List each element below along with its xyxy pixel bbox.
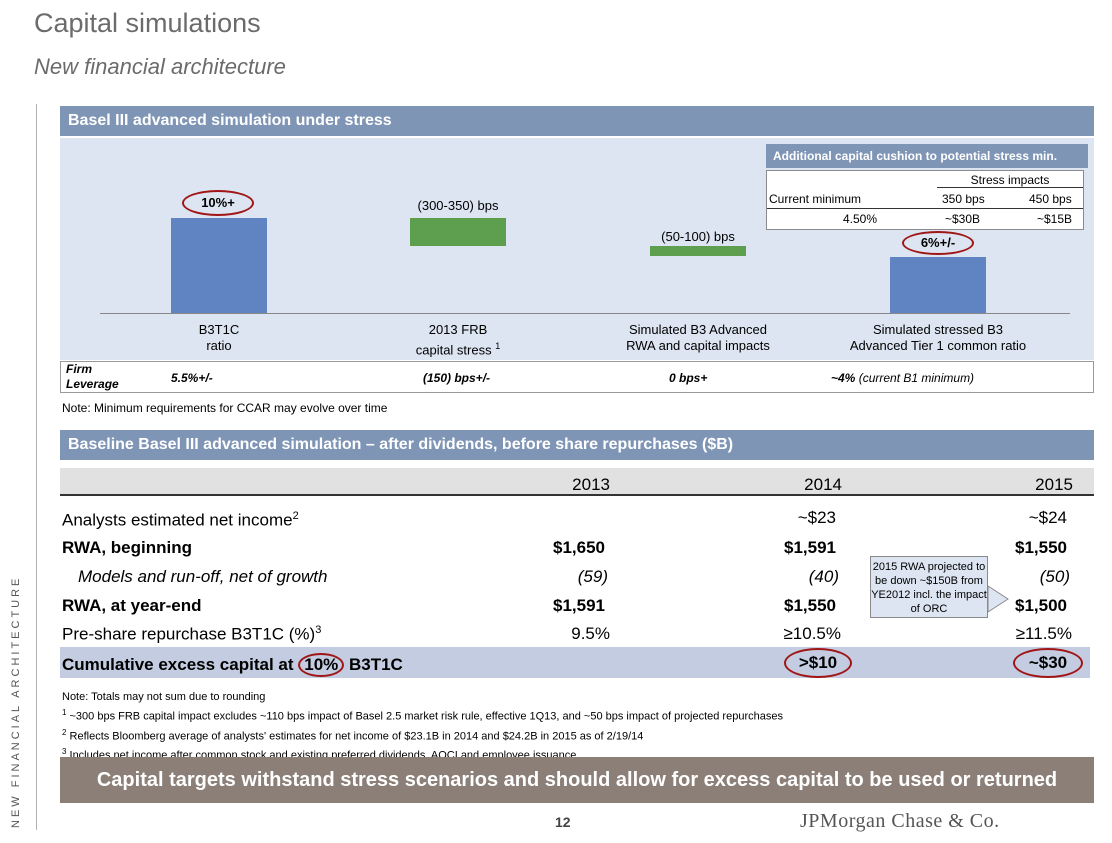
- footnote-2-text: Reflects Bloomberg average of analysts' …: [66, 730, 644, 743]
- cell-models-runoff-2014: (40): [808, 567, 839, 586]
- excess-capital-row-band: [60, 647, 1090, 678]
- stress-section-header: Basel III advanced simulation under stre…: [60, 106, 1094, 136]
- bar-label-frb: 2013 FRB capital stress 1: [368, 322, 548, 358]
- side-section-label: NEW FINANCIAL ARCHITECTURE: [10, 575, 22, 828]
- bar-label-line1: 2013 FRB: [428, 322, 488, 337]
- row-label-text-end: B3T1C: [344, 655, 403, 674]
- cell-rwa-beginning-2013: $1,650: [553, 538, 605, 557]
- row-label-pre-share-repurchase: Pre-share repurchase B3T1C (%)3: [62, 624, 321, 645]
- conclusion-banner: Capital targets withstand stress scenari…: [60, 757, 1094, 803]
- row-label-rwa-beginning: RWA, beginning: [62, 538, 193, 557]
- cell-pre-share-2014: ≥10.5%: [783, 624, 841, 643]
- leverage-label-line2: Leverage: [66, 377, 119, 391]
- cell-pre-share-2015: ≥11.5%: [1015, 624, 1072, 643]
- cell-rwa-beginning-2014: $1,591: [784, 538, 836, 557]
- page-title: Capital simulations: [34, 8, 261, 38]
- year-2014: 2014: [804, 475, 842, 494]
- bar-simulated-rwa: [650, 246, 746, 256]
- circled-value-6pct: 6%+/-: [902, 231, 974, 255]
- bar-b3t1c-ratio: [171, 218, 267, 313]
- cushion-table-title: Additional capital cushion to potential …: [766, 144, 1088, 168]
- leverage-label-line1: Firm: [66, 362, 93, 376]
- bar-label-line1: Simulated B3 Advanced: [628, 322, 768, 337]
- cushion-divider: [767, 208, 1083, 209]
- year-2013: 2013: [572, 475, 610, 494]
- bar-value-simulated-rwa: (50-100) bps: [661, 229, 735, 244]
- row-label-text: Pre-share repurchase B3T1C (%): [62, 624, 316, 644]
- col-current-minimum: Current minimum: [769, 192, 862, 206]
- bar-label-text: capital stress: [415, 342, 492, 358]
- bar-label-stressed-tier1: Simulated stressed B3 Advanced Tier 1 co…: [828, 322, 1048, 354]
- val-current-minimum: 4.50%: [843, 212, 878, 226]
- val-450bps: ~$15B: [1037, 212, 1073, 226]
- circled-excess-2015: ~$30: [1013, 648, 1083, 678]
- leverage-label: Firm Leverage: [66, 362, 119, 392]
- row-label-net-income: Analysts estimated net income2: [62, 510, 299, 531]
- bar-value-frb: (300-350) bps: [417, 198, 499, 213]
- bar-label-line2: ratio: [206, 338, 232, 353]
- baseline-section-header: Baseline Basel III advanced simulation –…: [60, 430, 1094, 460]
- leverage-value-stressed-note: (current B1 minimum): [858, 371, 975, 385]
- bar-label-simulated-rwa: Simulated B3 Advanced RWA and capital im…: [598, 322, 798, 354]
- footnote-2-marker: 2: [62, 727, 67, 737]
- footnote-2: 2 Reflects Bloomberg average of analysts…: [62, 725, 783, 745]
- row-label-text: Cumulative excess capital at: [62, 655, 299, 674]
- bar-label-line2: capital stress 1: [368, 338, 548, 358]
- bar-frb-capital-stress: [410, 218, 506, 246]
- year-header-band: [60, 468, 1094, 496]
- bar-label-line1: Simulated stressed B3: [872, 322, 1004, 337]
- footnote-1-text: ~300 bps FRB capital impact excludes ~11…: [66, 710, 783, 723]
- firm-leverage-row: Firm Leverage 5.5%+/- (150) bps+/- 0 bps…: [60, 361, 1094, 393]
- footnote-marker: 3: [315, 624, 322, 636]
- circled-value-10pct: 10%+: [182, 190, 254, 216]
- cell-net-income-2015: ~$24: [1028, 508, 1067, 527]
- bar-label-line2: RWA and capital impacts: [626, 338, 770, 353]
- leverage-value-stressed: ~4% (current B1 minimum): [831, 371, 974, 385]
- leverage-value-stressed-main: ~4%: [831, 371, 856, 385]
- page-subtitle: New financial architecture: [34, 54, 286, 79]
- bar-stressed-tier1: [890, 257, 986, 313]
- footnotes: Note: Totals may not sum due to rounding…: [62, 690, 783, 764]
- cushion-table: Stress impacts Current minimum 350 bps 4…: [766, 170, 1084, 230]
- leverage-value-b3t1c: 5.5%+/-: [171, 371, 213, 385]
- cell-models-runoff-2013: (59): [577, 567, 608, 586]
- footnote-marker: 1: [495, 341, 501, 351]
- row-label-rwa-year-end: RWA, at year-end: [62, 596, 202, 615]
- bar-label-line2: Advanced Tier 1 common ratio: [849, 338, 1027, 353]
- row-label-models-runoff: Models and run-off, net of growth: [78, 567, 328, 586]
- ccar-note: Note: Minimum requirements for CCAR may …: [62, 401, 388, 415]
- val-350bps: ~$30B: [945, 212, 981, 226]
- footnote-1: 1 ~300 bps FRB capital impact excludes ~…: [62, 705, 783, 725]
- callout-arrow: [987, 585, 1009, 613]
- cell-models-runoff-2015: (50): [1039, 567, 1070, 586]
- row-label-text: Analysts estimated net income: [62, 510, 293, 530]
- cell-net-income-2014: ~$23: [797, 508, 836, 527]
- cell-rwa-year-end-2013: $1,591: [553, 596, 605, 615]
- footnote-3-marker: 3: [62, 747, 67, 757]
- stress-impacts-header: Stress impacts: [937, 173, 1083, 188]
- circled-10pct-label: 10%: [298, 653, 345, 677]
- side-divider: [36, 104, 37, 830]
- leverage-value-frb: (150) bps+/-: [423, 371, 491, 385]
- company-logo: JPMorgan Chase & Co.: [800, 810, 1000, 832]
- page-number: 12: [555, 814, 571, 830]
- col-350bps: 350 bps: [942, 192, 985, 206]
- footnote-1-marker: 1: [62, 708, 67, 717]
- circled-excess-2014: >$10: [784, 648, 852, 678]
- footnote-rounding: Note: Totals may not sum due to rounding: [62, 691, 266, 703]
- row-label-cumulative-excess: Cumulative excess capital at 10% B3T1C: [62, 653, 403, 677]
- rwa-projection-callout: 2015 RWA projected to be down ~$150B fro…: [870, 556, 988, 618]
- year-2015: 2015: [1035, 475, 1073, 494]
- cell-rwa-beginning-2015: $1,550: [1015, 538, 1067, 557]
- cell-pre-share-2013: 9.5%: [571, 624, 610, 643]
- footnote-marker: 2: [292, 510, 299, 522]
- col-450bps: 450 bps: [1029, 192, 1072, 206]
- bar-label-b3t1c: B3T1C ratio: [129, 322, 309, 354]
- cell-rwa-year-end-2014: $1,550: [784, 596, 836, 615]
- cell-rwa-year-end-2015: $1,500: [1015, 596, 1067, 615]
- chart-baseline: [100, 313, 1070, 314]
- bar-label-line1: B3T1C: [198, 322, 240, 337]
- leverage-value-simulated: 0 bps+: [669, 371, 708, 385]
